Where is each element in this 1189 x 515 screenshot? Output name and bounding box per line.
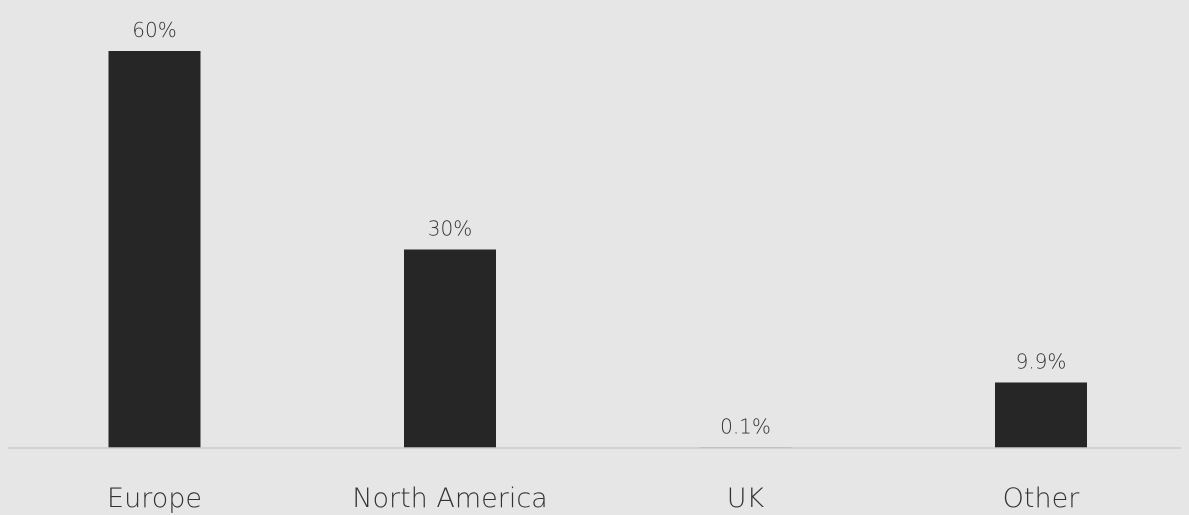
category-labels-group: Europe North America UK Other bbox=[107, 483, 1080, 514]
category-label-uk: UK bbox=[727, 483, 765, 514]
value-label-north-america: 30% bbox=[428, 217, 472, 241]
value-label-europe: 60% bbox=[132, 18, 176, 42]
bar-north-america bbox=[404, 249, 496, 448]
value-labels-group: 60% 30% 0.1% 9.9% bbox=[132, 18, 1066, 438]
bar-other bbox=[995, 382, 1087, 448]
bar-europe bbox=[108, 51, 201, 448]
category-label-north-america: North America bbox=[352, 483, 547, 514]
value-label-uk: 0.1% bbox=[720, 414, 771, 438]
category-label-europe: Europe bbox=[107, 483, 202, 514]
category-label-other: Other bbox=[1003, 483, 1081, 514]
bars-group bbox=[108, 51, 1087, 448]
value-label-other: 9.9% bbox=[1016, 349, 1067, 373]
